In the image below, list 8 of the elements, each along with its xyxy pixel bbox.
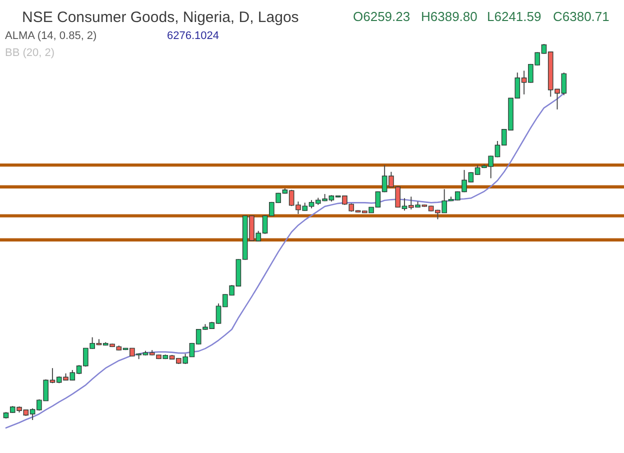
annotation: BB (20, 2) xyxy=(5,47,55,59)
chart-title: NSE Consumer Goods, Nigeria, D, Lagos xyxy=(22,9,299,26)
text: L6241.59 xyxy=(487,9,542,24)
text: ALMA (14, 0.85, 2) xyxy=(5,30,97,42)
text: H6389.80 xyxy=(421,9,478,24)
text: C6380.71 xyxy=(553,9,610,24)
text: 6276.1024 xyxy=(167,30,219,42)
text: O6259.23 xyxy=(353,9,410,24)
